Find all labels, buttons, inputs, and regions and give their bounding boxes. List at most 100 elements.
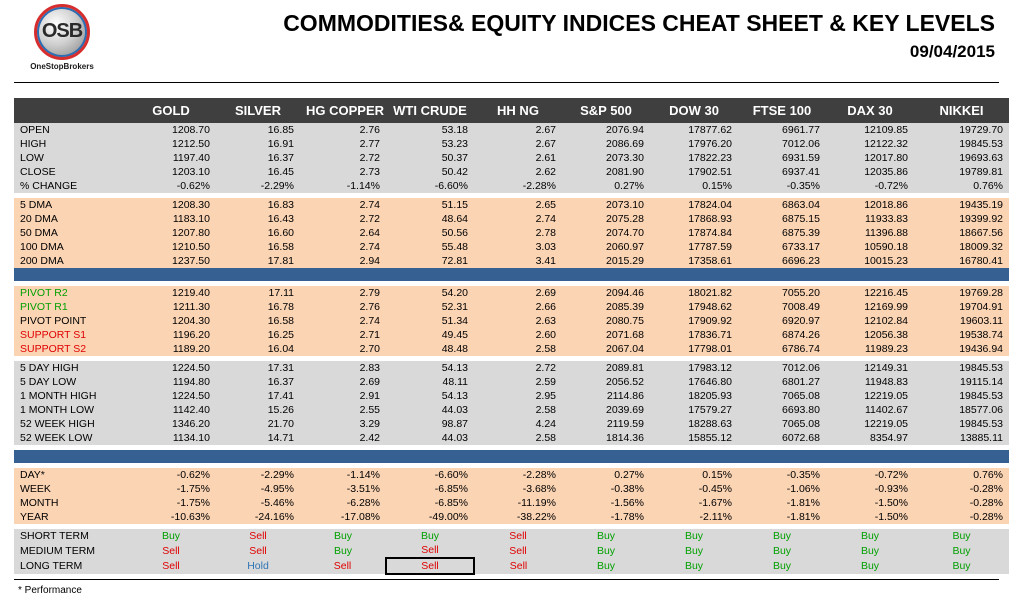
value-silver: 15.26 <box>216 403 300 417</box>
value-hh-ng: 2.60 <box>474 328 562 342</box>
row-pivot-point: PIVOT POINT 1204.30 16.58 2.74 51.34 2.63 2080… <box>14 314 1009 328</box>
value-hg-copper: -1.14% <box>300 468 386 482</box>
value-wti-crude: 49.45 <box>386 328 474 342</box>
row-label: 52 WEEK LOW <box>14 431 126 445</box>
row-open: OPEN 1208.70 16.85 2.76 53.18 2.67 2076.94 1787… <box>14 123 1009 137</box>
value-gold: 1204.30 <box>126 314 216 328</box>
value-dax-30: 12018.86 <box>826 198 914 212</box>
value-dax-30: 12056.38 <box>826 328 914 342</box>
signal-wti-crude[interactable]: Sell <box>385 557 475 575</box>
footnote: * Performance <box>18 585 82 596</box>
signal-label: LONG TERM <box>14 558 126 574</box>
value-s-p-500: 2039.69 <box>562 403 650 417</box>
row-change: % CHANGE -0.62% -2.29% -1.14% -6.60% -2.28% 0.… <box>14 179 1009 193</box>
value-s-p-500: -1.56% <box>562 496 650 510</box>
section-separator-bar <box>14 450 1009 463</box>
signal-label: SHORT TERM <box>14 529 126 543</box>
gap-cell <box>14 463 1009 468</box>
value-ftse-100: -0.35% <box>738 179 826 193</box>
value-silver: 21.70 <box>216 417 300 431</box>
value-s-p-500: 2114.86 <box>562 389 650 403</box>
value-nikkei: 19845.53 <box>914 361 1009 375</box>
value-wti-crude: 54.13 <box>386 361 474 375</box>
value-wti-crude: 50.42 <box>386 165 474 179</box>
value-nikkei: 16780.41 <box>914 254 1009 268</box>
logo-subtitle: OneStopBrokers <box>30 62 94 71</box>
value-hh-ng: -11.19% <box>474 496 562 510</box>
value-dow-30: 0.15% <box>650 179 738 193</box>
value-hh-ng: 2.59 <box>474 375 562 389</box>
value-wti-crude: 53.23 <box>386 137 474 151</box>
signal-row-long-term: LONG TERM Sell Hold Sell Sell Sell Buy Buy Buy Bu… <box>14 557 1009 575</box>
gap-cell <box>14 524 1009 529</box>
column-header-silver: SILVER <box>216 98 300 123</box>
value-dow-30: 17948.62 <box>650 300 738 314</box>
value-wti-crude: 44.03 <box>386 431 474 445</box>
value-hg-copper: 2.76 <box>300 123 386 137</box>
value-s-p-500: 2073.30 <box>562 151 650 165</box>
value-dax-30: 12122.32 <box>826 137 914 151</box>
value-ftse-100: 7008.49 <box>738 300 826 314</box>
value-silver: -2.29% <box>216 468 300 482</box>
value-hg-copper: 2.74 <box>300 240 386 254</box>
signal-hg-copper: Sell <box>300 558 386 574</box>
value-silver: 16.91 <box>216 137 300 151</box>
value-hg-copper: 2.70 <box>300 342 386 356</box>
value-dax-30: -0.72% <box>826 179 914 193</box>
value-ftse-100: 6937.41 <box>738 165 826 179</box>
value-ftse-100: 7012.06 <box>738 137 826 151</box>
value-nikkei: -0.28% <box>914 510 1009 524</box>
value-hh-ng: 2.65 <box>474 198 562 212</box>
signal-gold: Sell <box>126 543 216 558</box>
value-silver: 16.43 <box>216 212 300 226</box>
header-divider <box>14 82 999 83</box>
value-ftse-100: 6733.17 <box>738 240 826 254</box>
value-dax-30: 11933.83 <box>826 212 914 226</box>
value-dow-30: 0.15% <box>650 468 738 482</box>
value-dow-30: 17976.20 <box>650 137 738 151</box>
value-hg-copper: -3.51% <box>300 482 386 496</box>
row-year: YEAR -10.63% -24.16% -17.08% -49.00% -38.22% -… <box>14 510 1009 524</box>
gap-cell <box>14 445 1009 450</box>
value-dow-30: 17868.93 <box>650 212 738 226</box>
value-s-p-500: 2080.75 <box>562 314 650 328</box>
value-nikkei: 19769.28 <box>914 286 1009 300</box>
value-gold: 1224.50 <box>126 361 216 375</box>
value-wti-crude: -6.60% <box>386 468 474 482</box>
value-hh-ng: 4.24 <box>474 417 562 431</box>
section-gap <box>14 281 1009 286</box>
value-dax-30: 10590.18 <box>826 240 914 254</box>
signal-ftse-100: Buy <box>738 558 826 574</box>
value-wti-crude: 72.81 <box>386 254 474 268</box>
row-label: PIVOT R1 <box>14 300 126 314</box>
value-hh-ng: 2.61 <box>474 151 562 165</box>
column-header-dow-30: DOW 30 <box>650 98 738 123</box>
value-dax-30: -1.50% <box>826 496 914 510</box>
value-gold: -0.62% <box>126 179 216 193</box>
signal-silver: Sell <box>216 543 300 558</box>
value-wti-crude: 48.48 <box>386 342 474 356</box>
row-1-month-low: 1 MONTH LOW 1142.40 15.26 2.55 44.03 2.58 2039… <box>14 403 1009 417</box>
value-gold: 1183.10 <box>126 212 216 226</box>
cheat-sheet-table: GOLD SILVER HG COPPER WTI CRUDE HH NG S&P 500… <box>14 98 1009 575</box>
row-5-day-high: 5 DAY HIGH 1224.50 17.31 2.83 54.13 2.72 2089.… <box>14 361 1009 375</box>
signal-gold: Buy <box>126 529 216 543</box>
value-hg-copper: -1.14% <box>300 179 386 193</box>
value-wti-crude: -6.85% <box>386 482 474 496</box>
value-hg-copper: 2.73 <box>300 165 386 179</box>
value-s-p-500: 2085.39 <box>562 300 650 314</box>
value-dow-30: 17787.59 <box>650 240 738 254</box>
value-hg-copper: 2.74 <box>300 198 386 212</box>
value-gold: 1196.20 <box>126 328 216 342</box>
signal-wti-crude: Sell <box>386 543 474 558</box>
value-ftse-100: 6696.23 <box>738 254 826 268</box>
column-header-hg-copper: HG COPPER <box>300 98 386 123</box>
value-wti-crude: 53.18 <box>386 123 474 137</box>
row-label: YEAR <box>14 510 126 524</box>
value-hg-copper: -17.08% <box>300 510 386 524</box>
value-wti-crude: 48.64 <box>386 212 474 226</box>
row-label: 5 DMA <box>14 198 126 212</box>
signal-nikkei: Buy <box>914 543 1009 558</box>
value-ftse-100: 6801.27 <box>738 375 826 389</box>
column-header-wti-crude: WTI CRUDE <box>386 98 474 123</box>
